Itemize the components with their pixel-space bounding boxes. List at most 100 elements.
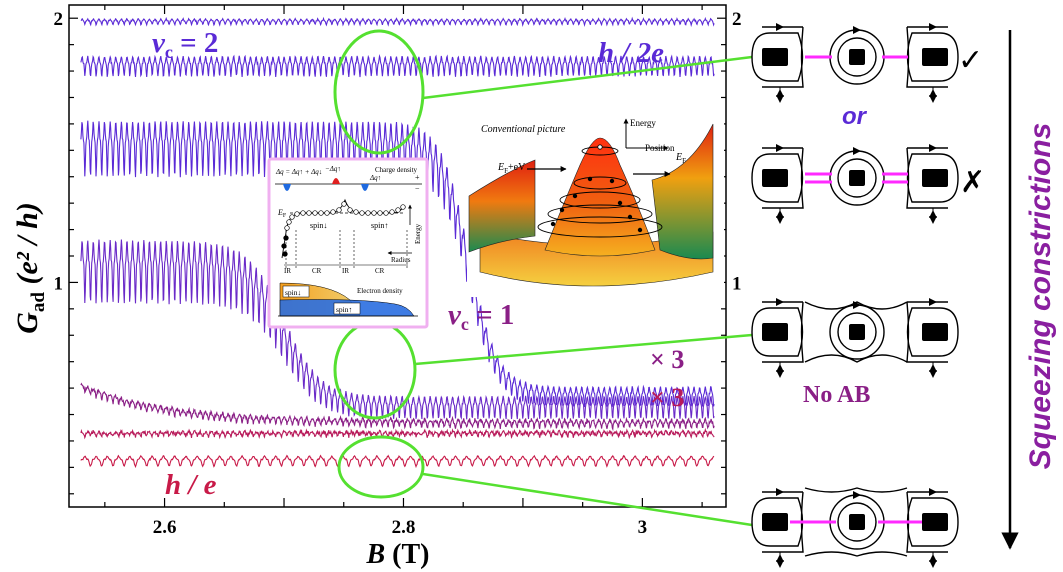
label-no-ab: No AB <box>803 382 870 408</box>
annotation-h-2e: h / 2e <box>598 37 664 69</box>
inset-density-diagram: Δq = Δq↑ + Δq↓ −Δq↑ Δq↑ Charge density +… <box>267 157 429 329</box>
edge-channel <box>906 26 948 88</box>
inset-radius-axis: Radius <box>391 256 411 264</box>
annotation-h-e: h / e <box>165 469 217 501</box>
inset-title: Conventional picture <box>481 124 566 135</box>
dot-inner-ring <box>837 158 877 198</box>
level-dot <box>282 251 288 257</box>
highlight-ellipse-top <box>333 29 425 155</box>
inset-plus: + <box>415 173 420 182</box>
level-dot <box>347 207 353 213</box>
inset-minus-dq: −Δq↑ <box>325 165 341 173</box>
level-dot <box>289 214 295 220</box>
level-dot <box>377 210 383 216</box>
edge-arrow <box>929 488 937 496</box>
edge-channel <box>804 301 908 310</box>
quantum-dot <box>849 514 865 530</box>
highlight-ellipse-bottom <box>337 435 425 499</box>
edge-arrow <box>853 491 861 499</box>
inset-ef-ev: EF+eV <box>497 162 526 175</box>
level-dot <box>371 210 377 216</box>
level-dot <box>294 211 300 217</box>
quantum-dot <box>849 170 865 186</box>
level-dot <box>300 210 306 216</box>
edge-arrow <box>776 144 784 152</box>
trace-t2 <box>80 54 715 78</box>
edge-channel <box>751 497 804 547</box>
inset-ef-label: EF <box>277 208 287 219</box>
trace-t3 <box>80 120 715 408</box>
level-dot <box>365 210 371 216</box>
lead-left <box>762 513 788 531</box>
annotation-nu-c-2: νc = 2 <box>152 27 218 62</box>
connector-line <box>414 333 753 366</box>
dot-inner-ring <box>837 502 877 542</box>
level-dot <box>400 204 406 210</box>
edge-arrow <box>853 147 861 155</box>
edge-channel <box>751 307 804 357</box>
connector-line <box>422 55 753 100</box>
annotation-nu-c-1: νc = 1 <box>448 299 514 334</box>
lead-left <box>762 48 788 66</box>
level-dot <box>341 201 347 207</box>
inset-dq-up: Δq↑ <box>369 174 381 182</box>
inset-energy-axis: Energy <box>414 223 422 244</box>
x-tick-label: 3 <box>638 517 648 538</box>
inset-charge-density-label: Charge density <box>375 166 418 174</box>
quantum-dot <box>849 324 865 340</box>
edge-channel <box>906 307 959 357</box>
trace-t1 <box>80 16 715 28</box>
x-axis-label: B (T) <box>365 539 429 570</box>
inset-spin-down-box: spin↓ <box>285 288 301 297</box>
annotation-times-3-a: × 3 <box>650 345 684 374</box>
y-tick-label-right: 1 <box>732 273 742 294</box>
edge-arrow <box>929 144 937 152</box>
edge-arrow <box>776 23 784 31</box>
level-dot <box>353 209 359 215</box>
squeezing-constrictions-label: Squeezing constrictions <box>1024 123 1057 470</box>
label-or: or <box>842 103 868 130</box>
inset-ef: EF <box>675 152 686 165</box>
edge-channel <box>906 491 948 553</box>
edge-channel <box>906 153 959 203</box>
trace-t6 <box>80 427 715 440</box>
level-dot <box>306 210 312 216</box>
inset-ir-2: IR <box>342 267 349 275</box>
level-dot <box>359 210 365 216</box>
dot-inner-ring <box>837 37 877 77</box>
y-axis-label: Gad (e² / h) <box>11 202 49 334</box>
level-dot <box>286 219 292 225</box>
level-dot <box>336 207 342 213</box>
side-panel <box>751 23 959 568</box>
inset-minus: − <box>415 184 420 193</box>
lead-left <box>762 323 788 341</box>
trace-t7 <box>80 454 715 469</box>
level-dot <box>318 210 324 216</box>
edge-channel <box>804 487 908 493</box>
inset-dq-formula: Δq = Δq↑ + Δq↓ <box>275 168 322 176</box>
lead-right <box>922 169 948 187</box>
inset-cr-2: CR <box>375 267 385 275</box>
level-dot <box>395 207 401 213</box>
edge-channel <box>804 354 908 363</box>
lead-right <box>922 323 948 341</box>
edge-channel <box>751 153 804 203</box>
level-dot <box>284 225 290 231</box>
level-dot <box>389 209 395 215</box>
inset-ir-1: IR <box>284 267 291 275</box>
edge-arrow <box>929 23 937 31</box>
level-dot <box>324 210 330 216</box>
inset-position-label: Position <box>645 143 675 153</box>
level-dot <box>330 209 336 215</box>
inset-cr-1: CR <box>312 267 322 275</box>
cross-mark: ✗ <box>960 166 985 199</box>
edge-channel <box>906 147 948 209</box>
edge-arrow <box>776 298 784 306</box>
x-tick-label: 2.6 <box>153 517 177 538</box>
dot-inner-ring <box>837 312 877 352</box>
level-dot <box>281 243 287 249</box>
x-tick-label: 2.8 <box>392 517 416 538</box>
level-dot <box>312 210 318 216</box>
edge-arrow <box>776 488 784 496</box>
